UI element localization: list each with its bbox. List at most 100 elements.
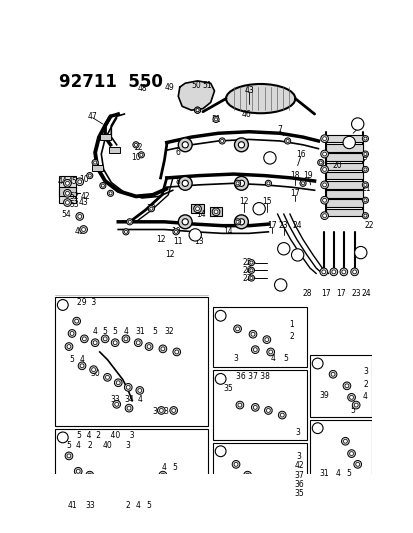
Circle shape xyxy=(355,463,359,466)
Bar xyxy=(309,419,371,481)
Circle shape xyxy=(103,482,107,486)
Text: 92711  550: 92711 550 xyxy=(59,73,162,91)
Circle shape xyxy=(101,335,109,343)
Text: 24: 24 xyxy=(291,221,301,230)
Text: 24: 24 xyxy=(361,289,370,298)
Circle shape xyxy=(278,411,285,419)
Circle shape xyxy=(142,496,150,504)
Circle shape xyxy=(266,408,270,413)
Circle shape xyxy=(93,478,101,485)
Circle shape xyxy=(120,496,128,504)
Circle shape xyxy=(124,337,128,341)
Text: 14: 14 xyxy=(195,211,205,220)
Circle shape xyxy=(320,181,328,189)
Circle shape xyxy=(74,467,82,475)
Circle shape xyxy=(322,214,326,217)
Circle shape xyxy=(320,135,328,142)
Circle shape xyxy=(170,478,178,485)
Circle shape xyxy=(235,182,239,185)
Circle shape xyxy=(363,183,366,187)
Text: B: B xyxy=(267,155,272,161)
Text: 45: 45 xyxy=(67,176,77,185)
Circle shape xyxy=(330,373,334,376)
Text: J: J xyxy=(316,425,318,431)
Text: 5: 5 xyxy=(112,327,117,336)
Bar xyxy=(309,355,371,417)
Circle shape xyxy=(125,405,133,412)
Text: 16: 16 xyxy=(295,150,305,159)
Text: 51: 51 xyxy=(202,81,211,90)
Text: 2: 2 xyxy=(288,332,293,341)
Circle shape xyxy=(136,487,140,491)
Circle shape xyxy=(237,403,241,407)
Circle shape xyxy=(361,166,368,173)
Circle shape xyxy=(347,393,354,401)
Text: 8: 8 xyxy=(358,119,362,128)
Circle shape xyxy=(178,138,192,152)
Circle shape xyxy=(361,213,368,219)
Circle shape xyxy=(234,138,248,152)
Circle shape xyxy=(319,268,327,276)
Text: G: G xyxy=(217,448,223,454)
Text: 42: 42 xyxy=(81,192,90,201)
Circle shape xyxy=(212,116,218,123)
Circle shape xyxy=(238,180,244,187)
Circle shape xyxy=(65,191,69,195)
Text: 43: 43 xyxy=(78,198,88,207)
Circle shape xyxy=(73,495,80,502)
Circle shape xyxy=(245,473,249,477)
Text: 4: 4 xyxy=(135,502,140,511)
Circle shape xyxy=(339,268,347,276)
Circle shape xyxy=(361,197,368,203)
Text: D: D xyxy=(60,434,65,440)
Text: 40: 40 xyxy=(102,441,112,450)
Circle shape xyxy=(80,335,88,343)
Text: 13: 13 xyxy=(194,237,204,246)
Bar xyxy=(325,163,362,170)
Circle shape xyxy=(173,229,179,235)
Text: 34: 34 xyxy=(124,395,133,404)
Text: E: E xyxy=(218,376,222,382)
Circle shape xyxy=(220,140,223,142)
Circle shape xyxy=(65,181,69,185)
Circle shape xyxy=(138,152,144,158)
Circle shape xyxy=(266,348,274,356)
Text: 49: 49 xyxy=(75,227,84,236)
Circle shape xyxy=(114,402,119,406)
Circle shape xyxy=(248,275,254,281)
Circle shape xyxy=(182,219,188,225)
Circle shape xyxy=(331,270,335,274)
Bar xyxy=(325,154,362,161)
Circle shape xyxy=(322,198,326,202)
Bar xyxy=(325,135,362,142)
Circle shape xyxy=(320,150,328,158)
Circle shape xyxy=(93,161,97,164)
Circle shape xyxy=(157,407,165,414)
Text: 29  3: 29 3 xyxy=(76,298,96,307)
Circle shape xyxy=(122,335,129,343)
Circle shape xyxy=(322,152,326,156)
Circle shape xyxy=(161,347,164,351)
Text: 5: 5 xyxy=(350,406,355,415)
Circle shape xyxy=(178,176,192,190)
Circle shape xyxy=(70,332,74,335)
Circle shape xyxy=(138,389,141,392)
Text: 4: 4 xyxy=(93,327,97,336)
Circle shape xyxy=(234,176,248,190)
Circle shape xyxy=(232,461,239,468)
Circle shape xyxy=(350,268,358,276)
Circle shape xyxy=(343,439,347,443)
Text: 52: 52 xyxy=(69,192,79,201)
Text: 5: 5 xyxy=(172,463,177,472)
Circle shape xyxy=(218,138,225,144)
Circle shape xyxy=(311,358,322,369)
Circle shape xyxy=(262,336,270,343)
Circle shape xyxy=(251,483,259,491)
Text: 20: 20 xyxy=(332,161,342,170)
Circle shape xyxy=(268,350,272,354)
Text: 17: 17 xyxy=(290,189,299,198)
Circle shape xyxy=(252,203,265,215)
Circle shape xyxy=(235,220,239,223)
Circle shape xyxy=(363,168,366,171)
Text: 3: 3 xyxy=(362,367,367,376)
